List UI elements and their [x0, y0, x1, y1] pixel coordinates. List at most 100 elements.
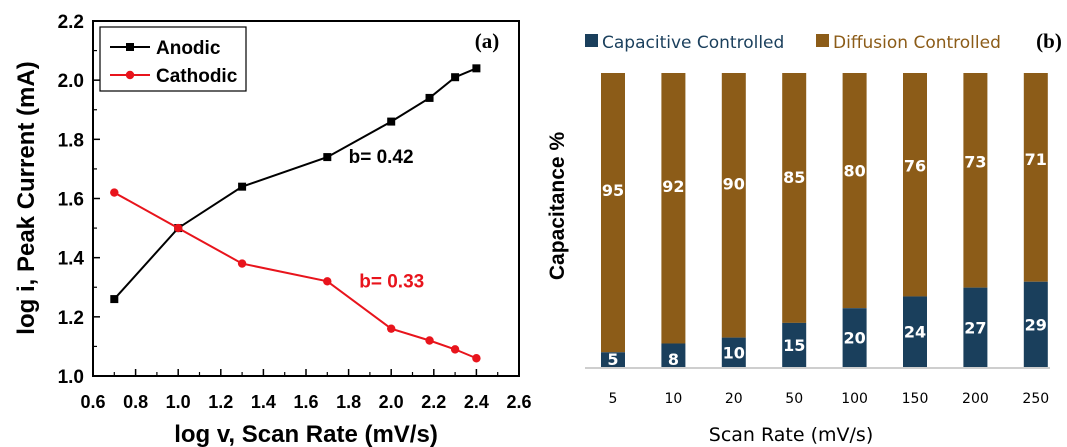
bar-diffusion — [661, 73, 686, 344]
series-group-a — [110, 64, 481, 363]
x-tick-label-b: 5 — [609, 391, 618, 407]
x-axis-a: 0.6 0.8 1.0 1.2 1.4 1.6 1.8 2.0 2.2 2.4 2.6 — [80, 369, 532, 412]
legend-swatch-capacitive — [585, 34, 598, 47]
legend-box-a — [99, 26, 247, 92]
y-axis-label-b: Capacitance % — [546, 132, 569, 281]
y-tick-label-a: 1.8 — [58, 130, 84, 151]
data-label-diffusion: 90 — [723, 174, 745, 193]
data-point-anodic — [110, 295, 119, 304]
x-tick-label-b: 200 — [962, 391, 989, 407]
x-tick-label-b: 100 — [841, 391, 868, 407]
annotations-a: b= 0.42 b= 0.33 — [349, 147, 425, 292]
series-line-cathodic — [113, 191, 477, 360]
data-point-anodic — [323, 153, 332, 162]
x-tick-label-a: 1.0 — [166, 392, 191, 412]
annotation-slope: b= 0.33 — [359, 271, 424, 292]
data-label-diffusion: 76 — [904, 156, 926, 175]
bar-diffusion — [963, 73, 988, 288]
bars-group-b: 95 5 92 8 90 10 85 15 80 20 76 24 73 27 71 29 — [601, 73, 1048, 369]
data-label-capacitive: 29 — [1025, 315, 1047, 334]
data-label-diffusion: 71 — [1025, 150, 1047, 169]
x-axis-label-a: log v, Scan Rate (mV/s) — [174, 421, 438, 447]
bar-capacitive — [661, 343, 686, 367]
annotation-slope: b= 0.42 — [349, 147, 414, 168]
legend-b: Capacitive Controlled Diffusion Controll… — [585, 33, 1001, 53]
legend-marker-anodic — [126, 43, 134, 51]
data-label-capacitive: 20 — [843, 329, 865, 348]
data-point-cathodic — [450, 345, 460, 354]
x-tick-label-a: 2.4 — [464, 392, 489, 412]
x-tick-label-b: 250 — [1022, 391, 1049, 407]
legend-label-diffusion: Diffusion Controlled — [833, 33, 1001, 53]
data-point-cathodic — [237, 259, 247, 268]
data-label-capacitive: 10 — [723, 343, 745, 362]
x-tick-label-b: 10 — [664, 391, 682, 407]
data-point-anodic — [472, 64, 481, 73]
data-point-cathodic — [387, 324, 396, 333]
legend-marker-cathodic — [125, 70, 135, 80]
x-tick-label-a: 2.2 — [421, 392, 446, 412]
bar-chart-panel-b: Capacitance % Scan Rate (mV/s) (b) Capac… — [546, 29, 1062, 446]
data-point-cathodic — [425, 336, 434, 345]
y-tick-label-a: 1.6 — [58, 190, 84, 211]
x-tick-label-a: 1.2 — [208, 392, 233, 412]
bar-capacitive — [963, 287, 988, 367]
x-tick-label-b: 150 — [902, 391, 929, 407]
data-label-capacitive: 27 — [964, 318, 986, 337]
data-point-cathodic — [323, 277, 332, 286]
legend-swatch-diffusion — [816, 34, 829, 47]
bar-capacitive — [1023, 281, 1048, 367]
data-point-cathodic — [110, 188, 119, 197]
y-tick-label-a: 1.0 — [58, 367, 84, 388]
data-point-anodic — [425, 93, 434, 102]
bar-capacitive — [782, 322, 807, 367]
data-label-diffusion: 80 — [843, 161, 865, 180]
x-axis-ticks-b: 5 10 20 50 100 150 200 250 — [609, 391, 1050, 407]
x-tick-label-a: 1.4 — [251, 392, 276, 412]
data-point-cathodic — [472, 354, 481, 363]
y-tick-label-a: 1.2 — [58, 308, 84, 329]
y-axis-a: 1.0 1.2 1.4 1.6 1.8 2.0 2.2 — [58, 12, 100, 388]
x-tick-label-a: 0.6 — [80, 392, 105, 412]
legend-a: Anodic Cathodic — [99, 26, 247, 92]
y-tick-label-a: 1.4 — [58, 249, 85, 270]
data-point-cathodic — [174, 223, 183, 233]
bar-diffusion — [721, 73, 746, 338]
y-tick-label-a: 2.2 — [58, 12, 84, 33]
bar-diffusion — [782, 73, 807, 323]
data-point-anodic — [451, 73, 460, 82]
data-label-diffusion: 73 — [964, 152, 986, 171]
data-label-capacitive: 15 — [783, 336, 805, 355]
y-axis-label-a: log i, Peak Current (mA) — [13, 61, 40, 334]
data-label-capacitive: 24 — [904, 323, 926, 342]
bar-capacitive — [601, 352, 625, 367]
data-label-diffusion: 95 — [602, 181, 624, 200]
x-tick-label-b: 50 — [785, 391, 803, 407]
x-tick-label-a: 2.6 — [506, 392, 531, 412]
y-tick-label-a: 2.0 — [58, 71, 84, 92]
data-label-diffusion: 92 — [662, 177, 684, 196]
legend-label-capacitive: Capacitive Controlled — [602, 33, 784, 53]
bar-capacitive — [721, 337, 746, 367]
legend-label-cathodic: Cathodic — [156, 66, 238, 87]
x-tick-label-b: 20 — [725, 391, 743, 407]
x-tick-label-a: 1.8 — [336, 392, 361, 412]
data-label-capacitive: 5 — [607, 350, 618, 369]
bar-diffusion — [842, 73, 867, 309]
x-tick-label-a: 2.0 — [379, 392, 404, 412]
data-point-anodic — [387, 117, 396, 126]
bar-diffusion — [1023, 73, 1048, 282]
data-label-capacitive: 8 — [668, 350, 679, 369]
data-point-anodic — [238, 182, 247, 191]
panel-label-b: (b) — [1036, 29, 1062, 53]
x-tick-label-a: 1.6 — [293, 392, 318, 412]
data-label-diffusion: 85 — [783, 168, 805, 187]
x-tick-label-a: 0.8 — [123, 392, 148, 412]
bar-capacitive — [842, 308, 867, 367]
bar-diffusion — [903, 73, 927, 297]
legend-label-anodic: Anodic — [156, 38, 221, 59]
panel-label-a: (a) — [475, 29, 500, 53]
bar-capacitive — [903, 296, 927, 367]
x-axis-label-b: Scan Rate (mV/s) — [709, 424, 873, 446]
